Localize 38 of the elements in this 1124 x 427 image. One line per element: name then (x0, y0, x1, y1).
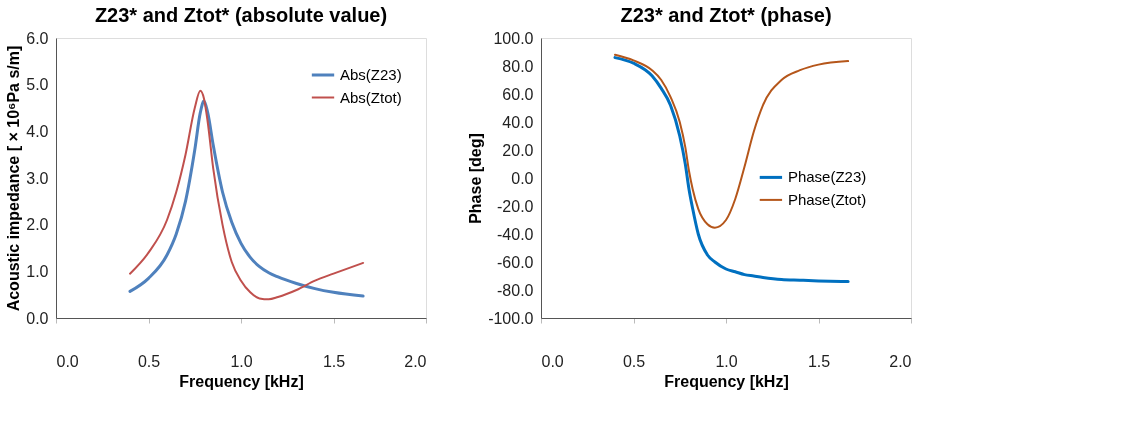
x-tick-label: 2.0 (889, 352, 912, 370)
y-tick-label: 2.0 (26, 216, 49, 234)
x-tick-label: 1.5 (807, 352, 831, 370)
legend-label: Abs(Z23) (340, 66, 402, 83)
y-tick-label: 3.0 (26, 169, 49, 187)
x-tick-label: 0.5 (137, 352, 161, 370)
y-tick-label: 4.0 (26, 122, 49, 140)
x-tick-label: 1.0 (230, 352, 253, 370)
y-tick-label: 80.0 (502, 57, 534, 75)
x-tick-label: 0.0 (541, 352, 564, 370)
y-tick-label: 5.0 (26, 76, 49, 94)
y-tick-label: -60.0 (497, 253, 534, 271)
y-tick-label: 60.0 (502, 85, 534, 103)
y-tick-label: 100.0 (493, 29, 534, 47)
y-tick-label: -100.0 (488, 309, 534, 327)
y-tick-label: 40.0 (502, 113, 534, 131)
x-tick-label: 0.5 (622, 352, 646, 370)
y-tick-label: 20.0 (502, 141, 534, 159)
x-tick-label: 1.0 (715, 352, 738, 370)
y-axis-title: Acoustic impedance [ × 10⁶Pa s/m] (5, 45, 23, 312)
x-axis-title: Frequency [kHz] (664, 372, 789, 390)
x-axis-title: Frequency [kHz] (179, 372, 304, 390)
chart-title: Z23* and Ztot* (absolute value) (94, 4, 388, 26)
chart-title: Z23* and Ztot* (phase) (620, 4, 832, 26)
y-axis-title: Phase [deg] (467, 133, 485, 224)
y-tick-label: 0.0 (26, 309, 49, 327)
x-tick-label: 1.5 (322, 352, 346, 370)
y-tick-label: -40.0 (497, 225, 534, 243)
legend-label: Phase(Ztot) (787, 190, 867, 208)
y-tick-label: -80.0 (497, 281, 534, 299)
y-tick-label: 6.0 (26, 29, 49, 47)
legend-label: Abs(Ztot) (340, 88, 402, 106)
x-tick-label: 2.0 (404, 352, 427, 370)
legend-label: Phase(Z23) (787, 168, 867, 186)
x-tick-label: 0.0 (56, 352, 79, 370)
y-tick-label: -20.0 (497, 197, 534, 215)
y-tick-label: 0.0 (511, 169, 534, 187)
y-tick-label: 1.0 (26, 262, 49, 280)
